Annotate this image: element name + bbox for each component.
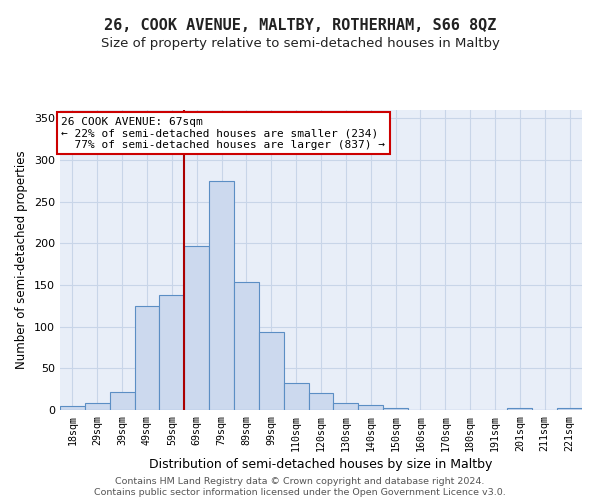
Text: Size of property relative to semi-detached houses in Maltby: Size of property relative to semi-detach…	[101, 38, 499, 51]
Bar	[85, 404, 110, 410]
Bar	[160, 295, 184, 410]
Y-axis label: Number of semi-detached properties: Number of semi-detached properties	[16, 150, 28, 370]
Bar	[383, 408, 408, 410]
X-axis label: Distribution of semi-detached houses by size in Maltby: Distribution of semi-detached houses by …	[149, 458, 493, 471]
Bar	[259, 332, 284, 410]
Bar	[134, 306, 160, 410]
Text: Contains HM Land Registry data © Crown copyright and database right 2024.: Contains HM Land Registry data © Crown c…	[115, 476, 485, 486]
Bar	[308, 394, 334, 410]
Bar	[184, 246, 209, 410]
Bar	[234, 282, 259, 410]
Text: 26 COOK AVENUE: 67sqm
← 22% of semi-detached houses are smaller (234)
  77% of s: 26 COOK AVENUE: 67sqm ← 22% of semi-deta…	[61, 116, 385, 150]
Bar	[60, 406, 85, 410]
Bar	[110, 392, 134, 410]
Bar	[284, 382, 308, 410]
Bar	[334, 404, 358, 410]
Bar	[557, 408, 582, 410]
Bar	[508, 408, 532, 410]
Bar	[358, 405, 383, 410]
Text: Contains public sector information licensed under the Open Government Licence v3: Contains public sector information licen…	[94, 488, 506, 497]
Bar	[209, 181, 234, 410]
Text: 26, COOK AVENUE, MALTBY, ROTHERHAM, S66 8QZ: 26, COOK AVENUE, MALTBY, ROTHERHAM, S66 …	[104, 18, 496, 32]
